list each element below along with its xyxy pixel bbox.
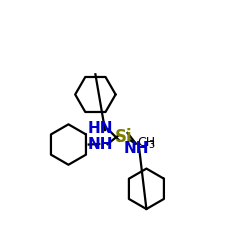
Text: CH: CH: [137, 136, 155, 149]
Text: NH: NH: [124, 141, 150, 156]
Text: HN: HN: [88, 121, 113, 136]
Text: Si: Si: [114, 128, 132, 146]
Text: NH: NH: [88, 137, 113, 152]
Text: 3: 3: [148, 140, 154, 150]
